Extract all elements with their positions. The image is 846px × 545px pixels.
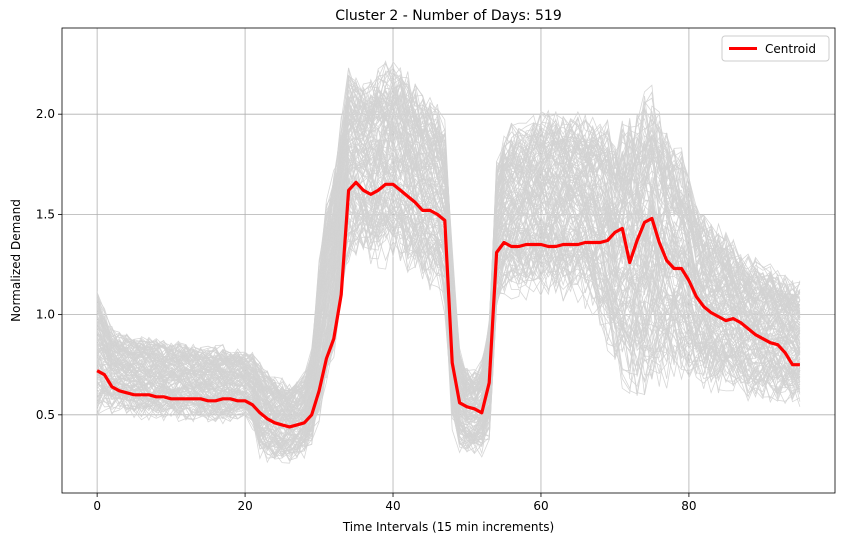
daily-profile-line — [96, 214, 800, 460]
x-tick-label: 40 — [385, 499, 400, 513]
daily-profile-line — [96, 197, 801, 456]
y-tick-label: 0.5 — [36, 408, 55, 422]
plot-frame — [61, 27, 836, 494]
y-tick-label: 1.0 — [36, 308, 55, 322]
x-axis-label: Time Intervals (15 min increments) — [342, 520, 554, 534]
daily-profile-line — [96, 103, 801, 408]
legend-box — [721, 35, 830, 62]
legend-label-centroid: Centroid — [765, 42, 816, 56]
x-tick-label: 60 — [533, 499, 548, 513]
centroid-line — [96, 180, 800, 429]
daily-profile-line — [96, 182, 801, 446]
series-group — [96, 180, 800, 429]
x-tick-label: 20 — [237, 499, 252, 513]
daily-profile-line — [96, 68, 801, 397]
y-axis-ticks: 0.5 1.0 1.5 2.0 — [36, 107, 62, 422]
daily-profile-line — [97, 95, 801, 414]
x-tick-label: 0 — [93, 499, 101, 513]
y-tick-label: 2.0 — [36, 107, 55, 121]
x-tick-label: 80 — [681, 499, 696, 513]
chart-title: Cluster 2 - Number of Days: 519 — [335, 8, 561, 24]
legend: Centroid — [721, 35, 830, 62]
y-axis-label: Normalized Demand — [9, 199, 23, 322]
x-axis-ticks: 0 20 40 60 80 — [93, 493, 697, 513]
daily-profile-line — [96, 60, 800, 402]
y-tick-label: 1.5 — [36, 207, 55, 221]
daily-profile-line — [96, 208, 801, 456]
